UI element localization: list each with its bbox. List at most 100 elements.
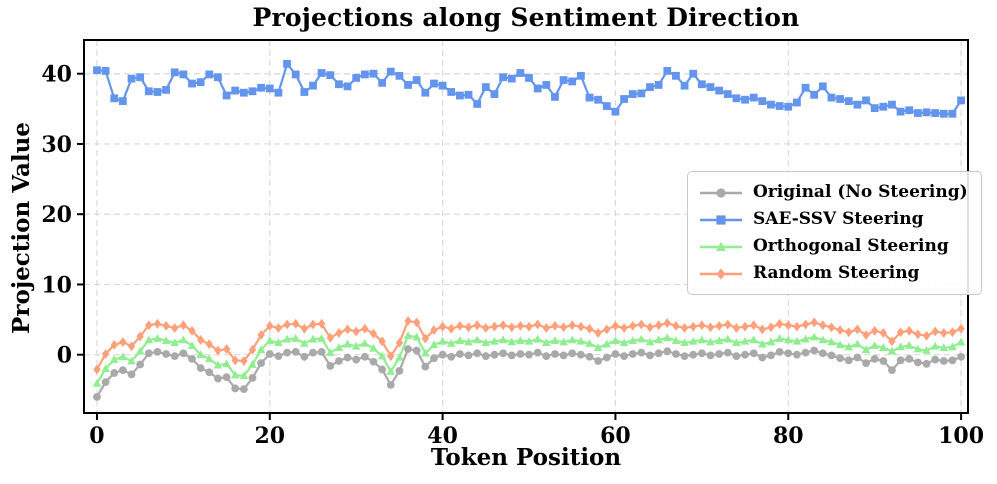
triangle-marker — [481, 338, 491, 347]
y-tick-label: 40 — [41, 62, 72, 88]
circle-marker — [300, 352, 309, 361]
triangle-marker — [161, 336, 171, 344]
triangle-marker — [645, 337, 655, 346]
circle-marker — [585, 352, 594, 361]
triangle-marker — [196, 350, 205, 358]
triangle-marker — [222, 359, 231, 368]
x-tick-label: 0 — [89, 423, 104, 449]
diamond-marker — [775, 318, 784, 329]
triangle-marker — [524, 336, 534, 345]
triangle-marker — [542, 338, 551, 347]
circle-marker — [499, 349, 508, 358]
circle-marker — [438, 350, 447, 359]
circle-marker — [818, 349, 827, 358]
circle-marker — [516, 350, 525, 358]
triangle-marker — [749, 335, 758, 344]
triangle-marker — [472, 335, 482, 344]
triangle-marker — [576, 336, 586, 345]
circle-marker — [231, 384, 240, 393]
triangle-marker — [611, 336, 620, 344]
circle-marker — [801, 348, 810, 357]
legend-item-random: Random Steering — [698, 261, 968, 286]
circle-marker — [939, 357, 948, 365]
diamond-marker — [724, 319, 732, 330]
triangle-marker — [118, 352, 128, 361]
circle-marker — [93, 392, 101, 401]
legend-marker-sae-ssv-icon — [700, 214, 742, 225]
diamond-marker — [266, 320, 274, 331]
triangle-marker — [662, 333, 672, 342]
triangle-marker — [706, 337, 715, 346]
circle-marker — [257, 359, 266, 368]
square-marker — [404, 81, 412, 89]
square-marker — [248, 87, 257, 96]
square-marker — [620, 95, 628, 103]
triangle-marker — [92, 378, 102, 387]
diamond-marker — [317, 318, 326, 329]
square-marker — [611, 107, 620, 116]
triangle-marker — [766, 337, 776, 346]
y-tick-label: 10 — [41, 272, 72, 298]
square-marker — [784, 102, 793, 111]
legend-item-orthogonal: Orthogonal Steering — [698, 234, 968, 259]
diamond-marker — [533, 319, 542, 330]
diamond-marker — [430, 325, 438, 336]
square-marker — [386, 67, 395, 76]
triangle-marker — [213, 360, 223, 369]
triangle-marker — [369, 343, 378, 352]
triangle-marker — [256, 345, 266, 354]
circle-marker — [214, 374, 222, 383]
square-marker — [741, 95, 749, 104]
triangle-marker — [948, 342, 957, 351]
circle-marker — [283, 348, 291, 357]
diamond-marker — [732, 323, 741, 333]
square-marker — [818, 82, 827, 91]
circle-marker — [689, 350, 698, 359]
square-marker — [853, 100, 862, 109]
diamond-marker — [499, 320, 507, 331]
circle-marker — [862, 359, 870, 368]
square-marker — [533, 84, 542, 93]
triangle-marker — [801, 334, 810, 343]
circle-marker — [654, 349, 663, 358]
square-marker — [810, 90, 819, 99]
x-tick-label: 100 — [938, 423, 984, 449]
diamond-marker — [361, 323, 369, 334]
triangle-marker — [732, 338, 741, 347]
diamond-marker — [240, 356, 248, 366]
diamond-marker — [222, 344, 231, 354]
square-marker — [265, 84, 274, 93]
diamond-marker — [292, 318, 300, 329]
circle-marker — [637, 348, 646, 357]
circle-marker — [352, 355, 361, 364]
square-marker — [542, 81, 551, 89]
legend-label: SAE-SSV Steering — [753, 209, 924, 229]
circle-marker — [620, 352, 628, 361]
square-marker — [499, 73, 508, 82]
y-tick-label: 0 — [57, 343, 72, 369]
diamond-marker — [231, 355, 239, 366]
square-marker — [378, 78, 387, 87]
square-marker — [922, 108, 931, 117]
diamond-marker — [101, 349, 110, 359]
legend-label: Random Steering — [753, 263, 920, 283]
square-marker — [274, 88, 283, 97]
diamond-marker — [801, 319, 810, 330]
triangle-marker — [386, 367, 396, 375]
triangle-marker — [619, 338, 629, 347]
triangle-marker — [844, 342, 854, 351]
circle-marker — [784, 349, 793, 358]
square-marker — [576, 71, 585, 80]
circle-marker — [551, 350, 559, 358]
circle-marker — [430, 354, 438, 363]
square-marker — [300, 88, 309, 96]
circle-marker — [749, 349, 758, 358]
diamond-marker — [879, 328, 888, 338]
y-axis-label: Projection Value — [8, 122, 35, 334]
triangle-marker — [325, 348, 335, 356]
triangle-marker — [792, 336, 802, 345]
circle-marker — [870, 355, 879, 363]
square-marker — [481, 83, 490, 91]
triangle-marker — [291, 334, 301, 342]
diamond-marker — [559, 322, 568, 333]
